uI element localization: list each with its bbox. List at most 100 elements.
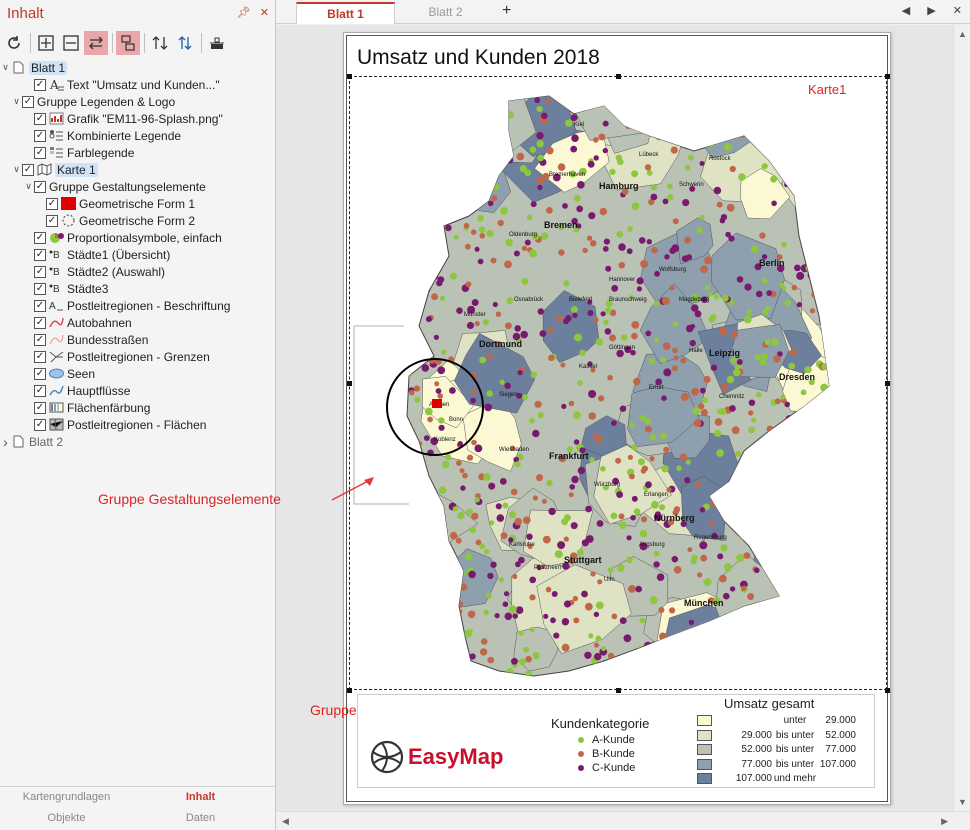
visibility-checkbox[interactable] bbox=[34, 112, 46, 125]
visibility-checkbox[interactable] bbox=[34, 401, 46, 414]
tree-item[interactable]: ∨ Gruppe Legenden & Logo bbox=[11, 93, 175, 110]
visibility-checkbox[interactable] bbox=[46, 197, 58, 210]
customer-dot bbox=[729, 405, 736, 412]
resize-handle[interactable] bbox=[616, 74, 621, 79]
scroll-right-icon[interactable]: ▶ bbox=[941, 816, 948, 826]
visibility-checkbox[interactable] bbox=[34, 265, 46, 278]
visibility-checkbox[interactable] bbox=[34, 299, 46, 312]
tree-item[interactable]: B Städte2 (Auswahl) bbox=[23, 263, 165, 280]
customer-dot bbox=[499, 478, 507, 485]
visibility-checkbox[interactable] bbox=[22, 163, 34, 176]
tree-item-label: Grafik "EM11-96-Splash.png" bbox=[67, 111, 223, 126]
resize-handle[interactable] bbox=[885, 74, 890, 79]
visibility-checkbox[interactable] bbox=[34, 231, 46, 244]
resize-handle[interactable] bbox=[616, 688, 621, 693]
sort-icon[interactable] bbox=[148, 31, 172, 55]
tree-item[interactable]: A Text "Umsatz und Kunden..." bbox=[23, 76, 220, 93]
germany-map[interactable]: Hamburg Bremen Berlin Dortmund Leipzig Dresde… bbox=[349, 76, 887, 690]
visibility-checkbox[interactable] bbox=[46, 214, 58, 227]
map-title-text[interactable]: Umsatz und Kunden 2018 bbox=[357, 46, 600, 69]
expand-arrow-icon[interactable]: ∨ bbox=[2, 62, 9, 72]
visibility-checkbox[interactable] bbox=[34, 350, 46, 363]
resize-handle[interactable] bbox=[347, 74, 352, 79]
tree-item[interactable]: Kombinierte Legende bbox=[23, 127, 181, 144]
tree-item[interactable]: ∨ Blatt 1 bbox=[0, 59, 68, 76]
customer-dot bbox=[537, 308, 544, 315]
tree-item[interactable]: ∨ Karte 1 bbox=[11, 161, 98, 178]
group-icon[interactable] bbox=[116, 31, 140, 55]
tree-item[interactable]: Geometrische Form 2 bbox=[35, 212, 195, 229]
visibility-checkbox[interactable] bbox=[34, 418, 46, 431]
tree-item[interactable]: ∨ Gruppe Gestaltungselemente bbox=[23, 178, 206, 195]
customer-dot bbox=[690, 558, 697, 565]
tree-item[interactable]: Autobahnen bbox=[23, 314, 132, 331]
visibility-checkbox[interactable] bbox=[34, 78, 46, 91]
visibility-checkbox[interactable] bbox=[34, 367, 46, 380]
tree-item[interactable]: B Städte3 bbox=[23, 280, 108, 297]
tab-blatt-2[interactable]: Blatt 2 bbox=[428, 5, 463, 19]
tree-item[interactable]: Grafik "EM11-96-Splash.png" bbox=[23, 110, 223, 127]
tree-item[interactable]: › Blatt 2 bbox=[0, 433, 63, 450]
add-tab-button[interactable]: + bbox=[502, 2, 512, 19]
resize-handle[interactable] bbox=[347, 381, 352, 386]
tab-daten[interactable]: Daten bbox=[185, 812, 216, 824]
expand-arrow-icon[interactable]: ∨ bbox=[13, 164, 20, 174]
collapse-all-icon[interactable] bbox=[59, 31, 83, 55]
tree-item[interactable]: A Postleitregionen - Beschriftung bbox=[23, 297, 230, 314]
legend-group[interactable] bbox=[357, 694, 875, 788]
customer-dot bbox=[581, 590, 588, 598]
resize-handle[interactable] bbox=[885, 688, 890, 693]
tree-item[interactable]: Postleitregionen - Grenzen bbox=[23, 348, 210, 365]
expand-all-icon[interactable] bbox=[34, 31, 58, 55]
tab-prev-icon[interactable]: ◀ bbox=[901, 5, 911, 17]
scroll-left-icon[interactable]: ◀ bbox=[282, 816, 289, 826]
visibility-checkbox[interactable] bbox=[34, 333, 46, 346]
tree-item[interactable]: Geometrische Form 1 bbox=[35, 195, 195, 212]
tree-item[interactable]: B Städte1 (Übersicht) bbox=[23, 246, 170, 263]
customer-dot bbox=[671, 555, 679, 563]
scroll-up-icon[interactable]: ▲ bbox=[958, 29, 967, 39]
customer-dot bbox=[585, 535, 594, 543]
expand-arrow-icon[interactable]: ∨ bbox=[25, 181, 32, 191]
tab-inhalt[interactable]: Inhalt bbox=[185, 791, 216, 803]
visibility-checkbox[interactable] bbox=[22, 95, 34, 108]
visibility-checkbox[interactable] bbox=[34, 129, 46, 142]
visibility-checkbox[interactable] bbox=[34, 384, 46, 397]
customer-dot bbox=[510, 488, 518, 496]
scroll-down-icon[interactable]: ▼ bbox=[958, 797, 967, 807]
expand-arrow-icon[interactable]: ∨ bbox=[13, 96, 20, 106]
refresh-icon[interactable] bbox=[2, 31, 26, 55]
tree-item[interactable]: Seen bbox=[23, 365, 95, 382]
tree-item[interactable]: Hauptflüsse bbox=[23, 382, 130, 399]
tree-item[interactable]: Proportionalsymbole, einfach bbox=[23, 229, 222, 246]
customer-dot bbox=[770, 175, 777, 183]
visibility-checkbox[interactable] bbox=[34, 146, 46, 159]
tree-item[interactable]: Postleitregionen - Flächen bbox=[23, 416, 206, 433]
visibility-checkbox[interactable] bbox=[34, 248, 46, 261]
easymap-logo[interactable]: EasyMap bbox=[368, 738, 503, 776]
map-selection-frame[interactable] bbox=[349, 76, 887, 690]
tab-next-icon[interactable]: ▶ bbox=[927, 5, 936, 17]
vertical-scrollbar[interactable]: ▲ ▼ bbox=[953, 25, 970, 811]
visibility-checkbox[interactable] bbox=[34, 316, 46, 329]
pin-icon[interactable]: 📌︎ bbox=[236, 7, 251, 19]
visibility-checkbox[interactable] bbox=[34, 282, 46, 295]
customer-dot bbox=[438, 424, 445, 431]
horizontal-scrollbar[interactable]: ◀ ▶ bbox=[276, 811, 970, 830]
resize-handle[interactable] bbox=[885, 381, 890, 386]
resize-handle[interactable] bbox=[347, 688, 352, 693]
tab-kartengrundlagen[interactable]: Kartengrundlagen bbox=[22, 791, 111, 803]
kunden-legend-item: C-Kunde bbox=[578, 762, 635, 774]
move-icon[interactable] bbox=[173, 31, 197, 55]
tree-item[interactable]: Bundesstraßen bbox=[23, 331, 148, 348]
close-icon[interactable]: ✕ bbox=[259, 7, 269, 19]
close-sheet-icon[interactable]: ✕ bbox=[952, 5, 962, 17]
link-icon[interactable] bbox=[84, 31, 108, 55]
tab-objekte[interactable]: Objekte bbox=[47, 812, 86, 824]
visibility-checkbox[interactable] bbox=[34, 180, 46, 193]
layer-icon[interactable] bbox=[205, 31, 229, 55]
tab-blatt-1[interactable]: Blatt 1 bbox=[296, 2, 395, 24]
tree-item[interactable]: Flächenfärbung bbox=[23, 399, 150, 416]
collapse-arrow-icon[interactable]: › bbox=[3, 433, 8, 450]
tree-item[interactable]: Farblegende bbox=[23, 144, 134, 161]
